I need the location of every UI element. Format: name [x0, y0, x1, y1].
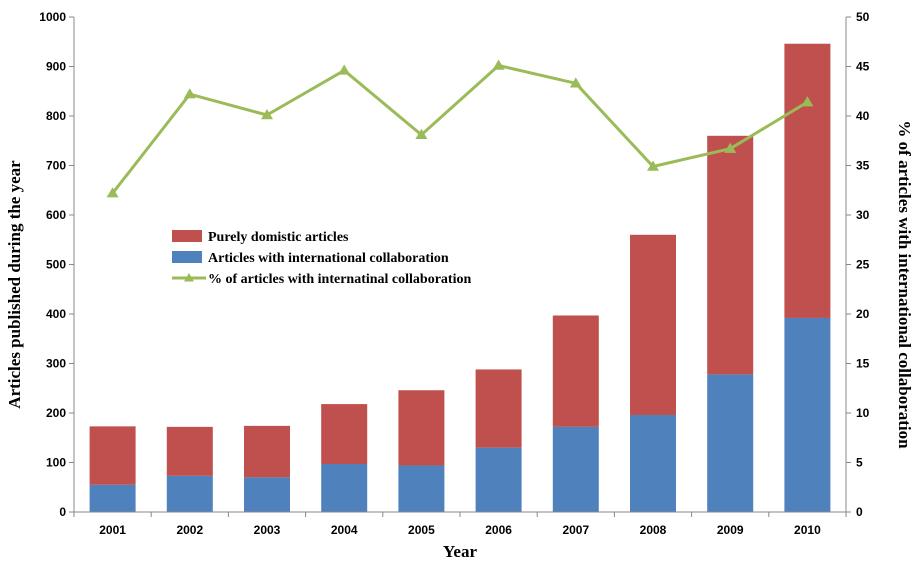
x-tick-label-2010: 2010: [794, 523, 821, 537]
line-percent-collaboration: [111, 64, 809, 195]
y-tick-label: 900: [46, 60, 66, 74]
y2-tick-label: 30: [856, 208, 870, 222]
y2-axis-title: % of articles with international collabo…: [895, 120, 914, 449]
bar-domestic-2009: [707, 135, 754, 375]
x-tick-label-2002: 2002: [176, 523, 203, 537]
marker-percent-2004: [338, 64, 351, 75]
marker-percent-2007: [569, 77, 582, 88]
legend-label-1: Articles with international collaboratio…: [208, 251, 449, 266]
bar-international-2005: [398, 465, 445, 512]
x-tick-label-2003: 2003: [254, 523, 281, 537]
bars-layer: [89, 43, 831, 512]
y-tick-label: 700: [46, 159, 66, 173]
legend-label-2: % of articles with internatinal collabor…: [208, 272, 471, 287]
bar-international-2006: [475, 447, 522, 512]
bar-domestic-2002: [166, 426, 213, 476]
legend: Purely domistic articles Articles with in…: [172, 230, 471, 287]
bar-international-2003: [244, 477, 290, 512]
bar-international-2008: [630, 414, 676, 512]
x-tick-label-2009: 2009: [717, 523, 744, 537]
marker-percent-2003: [261, 109, 273, 120]
marker-percent-2009: [724, 142, 737, 153]
y-tick-label: 100: [46, 456, 66, 470]
y2-tick-label: 0: [856, 505, 863, 519]
bar-domestic-2010: [784, 43, 831, 318]
x-axis-title: Year: [443, 542, 477, 561]
x-tick-label-2008: 2008: [640, 523, 667, 537]
y2-tick-label: 20: [856, 307, 870, 321]
marker-percent-2008: [647, 160, 659, 171]
y2-tick-label: 50: [856, 10, 870, 24]
marker-percent-2006: [492, 59, 505, 70]
x-tick-label-2005: 2005: [408, 523, 435, 537]
bar-domestic-2003: [244, 425, 290, 478]
bar-domestic-2007: [552, 315, 599, 427]
bar-domestic-2001: [89, 426, 136, 485]
y-tick-label: 1000: [39, 10, 66, 24]
marker-percent-2010: [801, 96, 814, 107]
bar-international-2001: [89, 484, 136, 512]
bar-domestic-2004: [321, 404, 368, 464]
x-tick-label-2006: 2006: [485, 523, 512, 537]
y2-tick-label: 35: [856, 159, 870, 173]
y2-tick-label: 25: [856, 258, 870, 272]
y2-tick-label: 10: [856, 406, 870, 420]
bar-international-2009: [707, 374, 754, 512]
marker-percent-2005: [415, 128, 428, 140]
x-tick-label-2001: 2001: [99, 523, 126, 537]
y2-tick-label: 45: [856, 60, 870, 74]
y-tick-label: 500: [46, 258, 66, 272]
bar-international-2010: [784, 317, 831, 512]
x-tick-label-2007: 2007: [562, 523, 589, 537]
line-layer: [106, 59, 814, 198]
bar-domestic-2005: [398, 390, 445, 466]
bar-international-2002: [166, 475, 213, 512]
bar-international-2007: [552, 426, 599, 512]
y-axis-title: Articles published during the year: [5, 160, 24, 409]
y-tick-label: 800: [46, 109, 66, 123]
marker-percent-2002: [183, 88, 196, 99]
x-tick-label-2004: 2004: [331, 523, 358, 537]
y-tick-label: 200: [46, 406, 66, 420]
y-tick-label: 400: [46, 307, 66, 321]
y2-tick-label: 15: [856, 357, 870, 371]
legend-swatch-1: [172, 251, 202, 263]
y-tick-label: 600: [46, 208, 66, 222]
bar-domestic-2006: [475, 369, 522, 448]
marker-percent-2001: [106, 187, 119, 198]
bar-domestic-2008: [630, 234, 676, 415]
y2-tick-label: 5: [856, 456, 863, 470]
legend-swatch-marker: [184, 273, 194, 282]
legend-label-0: Purely domistic articles: [208, 230, 349, 245]
y-tick-label: 0: [59, 505, 66, 519]
y-tick-label: 300: [46, 357, 66, 371]
legend-swatch-0: [172, 230, 202, 242]
axes-layer: 0 100 200 300 400 500 600 700 800 900 1000 0 5 10 15 20…: [39, 10, 869, 537]
bar-international-2004: [321, 463, 368, 512]
y2-tick-label: 40: [856, 109, 870, 123]
